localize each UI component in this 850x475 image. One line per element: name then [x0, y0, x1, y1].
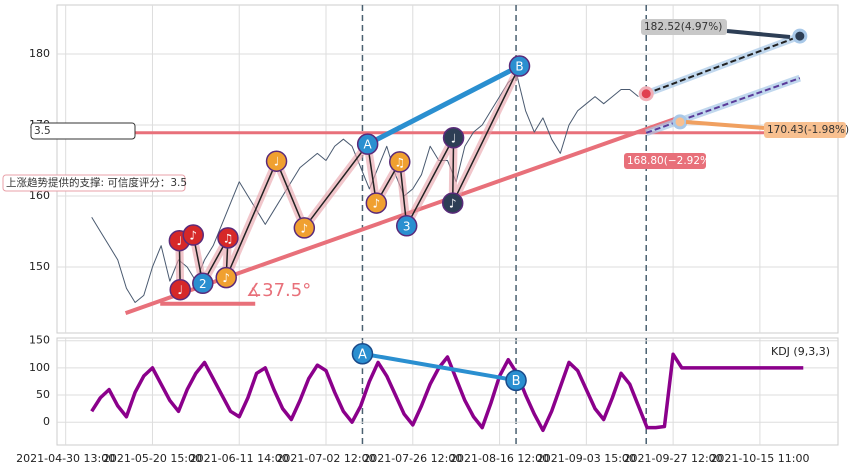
pattern-marker: [192, 272, 214, 295]
pattern-marker: [508, 55, 531, 77]
pattern-point: ♪: [293, 217, 316, 239]
annotation-text: ∡37.5°: [246, 280, 311, 301]
kdj-title: KDJ (9,3,3): [771, 345, 830, 358]
pattern-label: B: [515, 60, 523, 74]
pattern-point: ♫: [389, 151, 411, 173]
pattern-label: ♪: [300, 221, 308, 235]
pattern-label: ♪: [449, 197, 457, 211]
x-tick-label: 2021-07-26 12:00: [363, 452, 462, 465]
pattern-point: ♪: [365, 192, 388, 214]
pattern-marker: [265, 150, 288, 172]
pattern-point: ♪: [441, 192, 464, 214]
pattern-label: ♩: [274, 155, 280, 169]
pattern-marker: [442, 127, 465, 149]
pattern-marker: [182, 224, 204, 246]
annotation-box: [641, 19, 727, 35]
y-tick-label: 50: [36, 388, 50, 401]
kdj-pattern-label: B: [512, 374, 521, 389]
x-tick-label: 2021-05-20 15:00: [103, 452, 202, 465]
annotation-box: [764, 122, 846, 138]
x-tick-label: 2021-08-16 12:00: [450, 452, 549, 465]
pattern-point: ♩: [265, 150, 288, 172]
pattern-marker: [441, 192, 464, 214]
annotation-box: [30, 122, 136, 140]
pattern-label: ♪: [222, 271, 230, 285]
y-tick-label: 160: [29, 189, 50, 202]
pattern-point: ♫: [217, 227, 239, 249]
pattern-point: B: [508, 55, 531, 77]
kdj-panel: [56, 337, 839, 446]
pattern-label: ♫: [394, 155, 405, 169]
annotation-text: 182.52(4.97%): [644, 21, 722, 33]
pattern-point: 3: [395, 215, 418, 237]
annotation-box: [624, 153, 706, 169]
x-tick-label: 2021-04-30 13:00: [16, 452, 115, 465]
pattern-point: A: [356, 133, 379, 155]
pattern-point: ♪: [182, 224, 204, 246]
data-line: [90, 352, 804, 433]
annotation-text: 3.5: [34, 125, 51, 137]
pattern-label: ♩: [451, 131, 457, 145]
forecast-start: [638, 86, 654, 102]
annotation-text: 上涨趋势提供的支撑: 可信度评分：3.5: [6, 176, 187, 189]
forecast-mid: [672, 114, 688, 130]
kdj-pattern-marker: [505, 369, 527, 392]
pattern-label: ♩: [177, 283, 183, 297]
pattern-marker: [169, 278, 191, 301]
pattern-point: 2: [192, 272, 214, 295]
pattern-label: 3: [403, 219, 411, 233]
pattern-point: ♩: [169, 278, 191, 301]
pattern-marker: [293, 217, 316, 239]
pattern-label: ♪: [373, 197, 381, 211]
y-tick-label: 180: [29, 47, 50, 60]
pattern-point: ♪: [215, 266, 237, 289]
forecast-line: [645, 35, 801, 95]
annotation-arrow: [685, 120, 765, 130]
main-panel: [56, 4, 839, 334]
forecast-line: [645, 77, 801, 134]
pattern-label: ♪: [189, 229, 197, 243]
y-tick-label: 100: [29, 361, 50, 374]
annotation-text: 168.80(−2.92%): [627, 155, 714, 167]
pattern-label: ♫: [223, 231, 234, 245]
y-tick-label: 150: [29, 334, 50, 347]
pattern-marker: [215, 266, 237, 289]
annotation-text: 170.43(-1.98%): [767, 124, 849, 136]
x-tick-label: 2021-10-15 11:00: [710, 452, 809, 465]
pattern-label: 2: [199, 277, 207, 291]
forecast-end: [792, 28, 808, 44]
pattern-marker: [356, 133, 379, 155]
x-tick-label: 2021-07-02 12:00: [276, 452, 375, 465]
pattern-label: ♩: [177, 234, 183, 248]
pattern-marker: [217, 227, 239, 249]
x-tick-label: 2021-06-11 14:00: [190, 452, 289, 465]
pattern-marker: [395, 215, 418, 237]
x-tick-label: 2021-09-03 15:00: [537, 452, 636, 465]
pattern-marker: [365, 192, 388, 214]
pattern-point: ♩: [442, 127, 465, 149]
annotation-arrow: [726, 29, 791, 39]
pattern-marker: [389, 151, 411, 173]
pattern-label: A: [364, 138, 373, 152]
kdj-pattern-label: A: [358, 347, 367, 362]
y-tick-label: 0: [43, 415, 50, 428]
y-tick-label: 150: [29, 260, 50, 273]
kdj-pattern-line: [362, 351, 517, 383]
x-tick-label: 2021-09-27 12:00: [624, 452, 723, 465]
annotation-box: [2, 174, 186, 192]
kdj-pattern-marker: [351, 343, 374, 365]
ab-line: [366, 63, 521, 147]
